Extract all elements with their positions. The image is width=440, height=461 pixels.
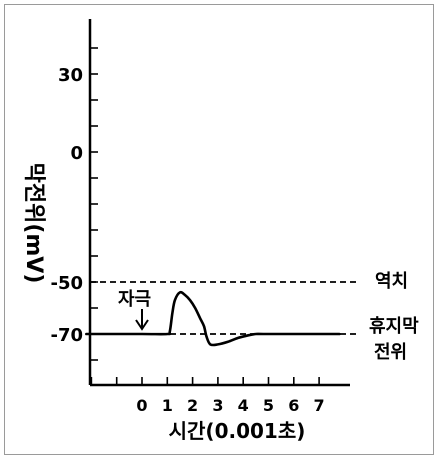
y-tick-label: -50 <box>50 273 83 294</box>
x-tick-label: 4 <box>238 396 249 415</box>
y-tick-label: 30 <box>58 65 83 86</box>
x-tick-label: 2 <box>187 396 198 415</box>
y-tick-label: 0 <box>70 143 83 164</box>
threshold-label: 역치 <box>375 271 408 292</box>
stimulus-arrow-icon <box>135 309 149 331</box>
x-tick-label: 6 <box>288 396 299 415</box>
y-tick-label: -70 <box>50 325 83 346</box>
stimulus-label: 자극 <box>118 289 151 310</box>
resting-potential-label-line1: 휴지막 <box>369 316 419 337</box>
x-tick-label: 7 <box>314 396 325 415</box>
membrane-potential-line <box>85 290 341 347</box>
x-axis-ticks <box>90 377 320 385</box>
x-tick-label: 5 <box>263 396 274 415</box>
x-tick-label: 0 <box>136 396 147 415</box>
resting-potential-label-line2: 전위 <box>374 342 407 363</box>
x-tick-label: 1 <box>162 396 173 415</box>
x-axis-label: 시간(0.001초) <box>169 419 306 443</box>
y-axis-label: 막전위(mV) <box>21 163 46 284</box>
x-tick-label: 3 <box>212 396 223 415</box>
y-tick-labels: 30 0 -50 -70 <box>50 65 83 346</box>
